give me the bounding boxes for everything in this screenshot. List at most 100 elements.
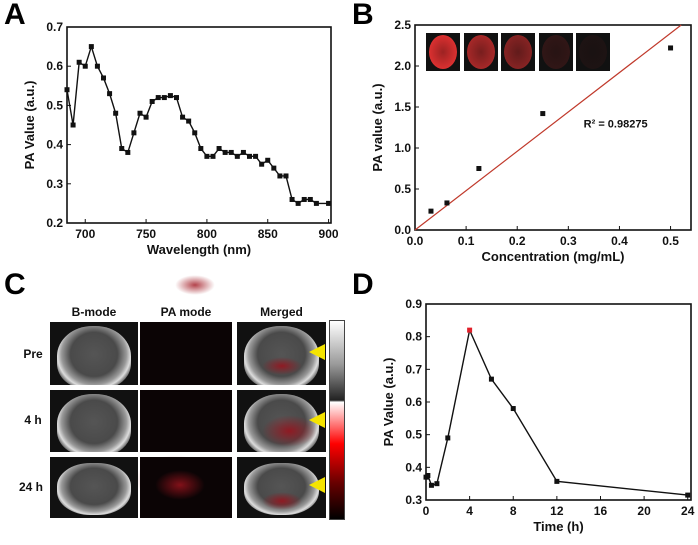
y-tick-label: 0.5 <box>405 428 422 442</box>
data-point <box>668 45 674 51</box>
column-header: Merged <box>260 305 303 319</box>
r-squared-annotation: R² = 0.98275 <box>584 119 648 131</box>
data-point <box>434 481 440 487</box>
y-tick-label: 0.4 <box>405 460 422 474</box>
y-tick-label: 0.4 <box>46 138 63 152</box>
arrow-icon <box>309 477 325 493</box>
b-mode-image <box>50 322 138 385</box>
data-point <box>94 63 100 69</box>
series-line <box>425 327 688 496</box>
x-tick-label: 0 <box>423 504 430 518</box>
series-line <box>66 44 329 205</box>
data-point <box>265 157 271 163</box>
data-point <box>155 95 161 101</box>
fit-line <box>414 24 682 231</box>
x-tick-label: 0.5 <box>662 234 679 248</box>
phantom-inset-image <box>463 33 498 71</box>
data-point <box>289 196 295 202</box>
data-point <box>271 165 277 171</box>
x-tick-label: 900 <box>319 227 339 241</box>
x-tick-label: 850 <box>258 227 278 241</box>
data-point <box>259 161 265 167</box>
data-point <box>186 118 192 124</box>
y-tick-label: 0.7 <box>46 20 63 34</box>
data-point <box>283 173 289 179</box>
data-point <box>253 153 259 159</box>
plot-frame <box>66 26 332 224</box>
plot-frame <box>425 303 692 501</box>
data-point <box>510 406 516 412</box>
colorbar <box>329 320 345 520</box>
b-mode-image <box>50 390 138 452</box>
x-tick-label: 700 <box>75 227 95 241</box>
y-tick-label: 2.5 <box>394 18 411 32</box>
data-point <box>107 91 113 97</box>
phantom-inset-image <box>576 33 610 71</box>
data-point <box>240 149 246 155</box>
x-tick-label: 24 <box>681 504 695 518</box>
phantom-inset-image <box>538 33 573 71</box>
data-point <box>88 44 94 50</box>
pa-mode-image <box>140 457 232 518</box>
data-point <box>204 153 210 159</box>
data-point <box>540 111 546 117</box>
chart-b: 0.0 0.1 0.2 0.3 0.4 0.5 0.0 0.5 1.0 1.5 2.0 2.5 Conc… <box>370 18 692 264</box>
data-point <box>444 200 450 206</box>
x-tick-label: 12 <box>550 504 564 518</box>
x-tick-label: 20 <box>637 504 651 518</box>
y-tick-label: 1.0 <box>394 141 411 155</box>
y-axis-label: PA value (a.u.) <box>370 83 385 171</box>
data-point <box>301 196 307 202</box>
column-header: PA mode <box>160 305 212 319</box>
data-point <box>246 153 252 159</box>
panel-label-b: B <box>352 0 374 31</box>
data-point <box>277 173 283 179</box>
y-tick-label: 0.6 <box>46 59 63 73</box>
arrow-icon <box>309 344 325 360</box>
y-tick-label: 0.7 <box>405 362 422 376</box>
merged-image <box>237 390 326 452</box>
data-point <box>222 149 228 155</box>
x-tick-label: 4 <box>466 504 473 518</box>
plot-frame <box>414 24 692 231</box>
column-header: B-mode <box>71 305 117 319</box>
data-point <box>180 114 186 120</box>
x-tick-label: 0.0 <box>407 234 424 248</box>
x-tick-label: 0.2 <box>509 234 526 248</box>
data-point <box>488 376 494 382</box>
data-point <box>143 114 149 120</box>
x-tick-label: 0.1 <box>458 234 475 248</box>
y-tick-label: 0.3 <box>405 493 422 507</box>
data-point <box>425 473 431 478</box>
data-point <box>119 146 125 152</box>
merged-image <box>237 322 326 385</box>
y-tick-label: 0.6 <box>405 395 422 409</box>
data-point <box>445 435 451 441</box>
y-tick-label: 0.3 <box>46 177 63 191</box>
b-mode-image <box>50 457 138 518</box>
x-axis-label: Wavelength (nm) <box>147 242 251 257</box>
row-label: Pre <box>23 347 43 361</box>
row-label: 24 h <box>18 480 43 494</box>
data-point <box>428 208 434 214</box>
data-point <box>161 95 167 101</box>
data-point <box>307 196 313 202</box>
data-point <box>313 200 319 206</box>
panel-label-d: D <box>352 268 374 301</box>
data-point <box>476 166 482 171</box>
y-tick-label: 0.0 <box>394 223 411 237</box>
data-point <box>167 93 173 99</box>
data-point <box>149 98 155 104</box>
panel-label-a: A <box>4 0 26 31</box>
data-point <box>82 63 88 69</box>
data-point <box>192 130 198 136</box>
data-point <box>137 110 143 116</box>
data-point <box>70 122 76 128</box>
phantom-inset-image <box>501 33 535 71</box>
x-tick-label: 16 <box>594 504 608 518</box>
pa-mode-image <box>140 275 232 385</box>
y-tick-label: 0.2 <box>46 216 63 230</box>
data-point <box>173 95 179 101</box>
data-point <box>113 110 119 116</box>
row-label: 4 h <box>24 413 42 427</box>
